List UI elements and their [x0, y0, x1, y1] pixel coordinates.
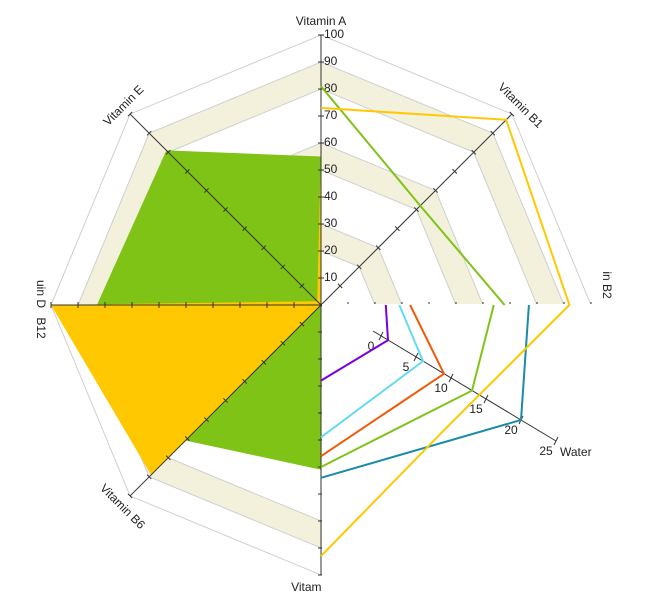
tick-mark: [127, 111, 133, 117]
series-line: [320, 304, 530, 479]
series-line: [320, 304, 425, 439]
tick-mark: [378, 331, 384, 341]
water-tick-label: 5: [403, 360, 410, 374]
tick-mark: [413, 207, 419, 213]
tick-mark: [184, 168, 190, 174]
water-axis-title: Water: [560, 445, 592, 459]
tick-mark: [280, 340, 286, 346]
r-tick-label: 50: [324, 162, 338, 176]
r-tick-label: 80: [324, 81, 338, 95]
tick-mark: [553, 436, 559, 446]
r-tick-label: 10: [324, 270, 338, 284]
tick-mark: [413, 352, 419, 362]
tick-mark: [299, 321, 305, 327]
r-tick-label: 30: [324, 216, 338, 230]
tick-mark: [203, 187, 209, 193]
r-tick-label: 40: [324, 189, 338, 203]
tick-mark: [261, 359, 267, 365]
tick-mark: [242, 378, 248, 384]
water-axis: [372, 330, 557, 442]
tick-mark: [299, 283, 305, 289]
series-line: [320, 304, 495, 468]
series-line: [320, 85, 506, 306]
tick-mark: [146, 130, 152, 136]
tick-mark: [280, 264, 286, 270]
axis-label: Vitamin E: [100, 82, 146, 128]
tick-mark: [127, 493, 133, 499]
series-line: [320, 106, 571, 557]
series-area: [51, 151, 321, 475]
r-tick-label: 100: [324, 27, 344, 41]
tick-mark: [483, 394, 489, 404]
r-tick-label: 90: [324, 54, 338, 68]
tick-mark: [203, 417, 209, 423]
r-tick-label: 20: [324, 243, 338, 257]
axis-label: Vitamin B6: [97, 481, 148, 532]
series-line: [320, 304, 390, 382]
tick-mark: [509, 111, 515, 117]
axis-label: Vitamin A: [296, 14, 346, 28]
r-tick-label: 70: [324, 108, 338, 122]
tick-mark: [356, 264, 362, 270]
tick-mark: [184, 436, 190, 442]
tick-mark: [448, 373, 454, 383]
axis-label: in B2: [600, 271, 614, 299]
tick-mark: [223, 207, 229, 213]
tick-mark: [375, 245, 381, 251]
tick-mark: [165, 455, 171, 461]
tick-mark: [242, 226, 248, 232]
series-line: [320, 304, 446, 458]
water-tick-label: 15: [469, 402, 483, 416]
water-tick-label: 10: [434, 381, 448, 395]
overlay-panel: [322, 304, 645, 610]
r-tick-label: 60: [324, 135, 338, 149]
tick-mark: [452, 168, 458, 174]
tick-mark: [165, 149, 171, 155]
tick-mark: [433, 187, 439, 193]
axis-label: uin D: [34, 280, 48, 308]
tick-mark: [471, 149, 477, 155]
water-tick-label: 20: [504, 423, 518, 437]
tick-mark: [223, 397, 229, 403]
tick-mark: [337, 283, 343, 289]
water-tick-label: 25: [539, 444, 553, 458]
tick-mark: [490, 130, 496, 136]
axis-label: B12: [34, 317, 48, 339]
tick-mark: [394, 226, 400, 232]
tick-mark: [146, 474, 152, 480]
water-tick-label: 0: [368, 339, 375, 353]
tick-mark: [261, 245, 267, 251]
